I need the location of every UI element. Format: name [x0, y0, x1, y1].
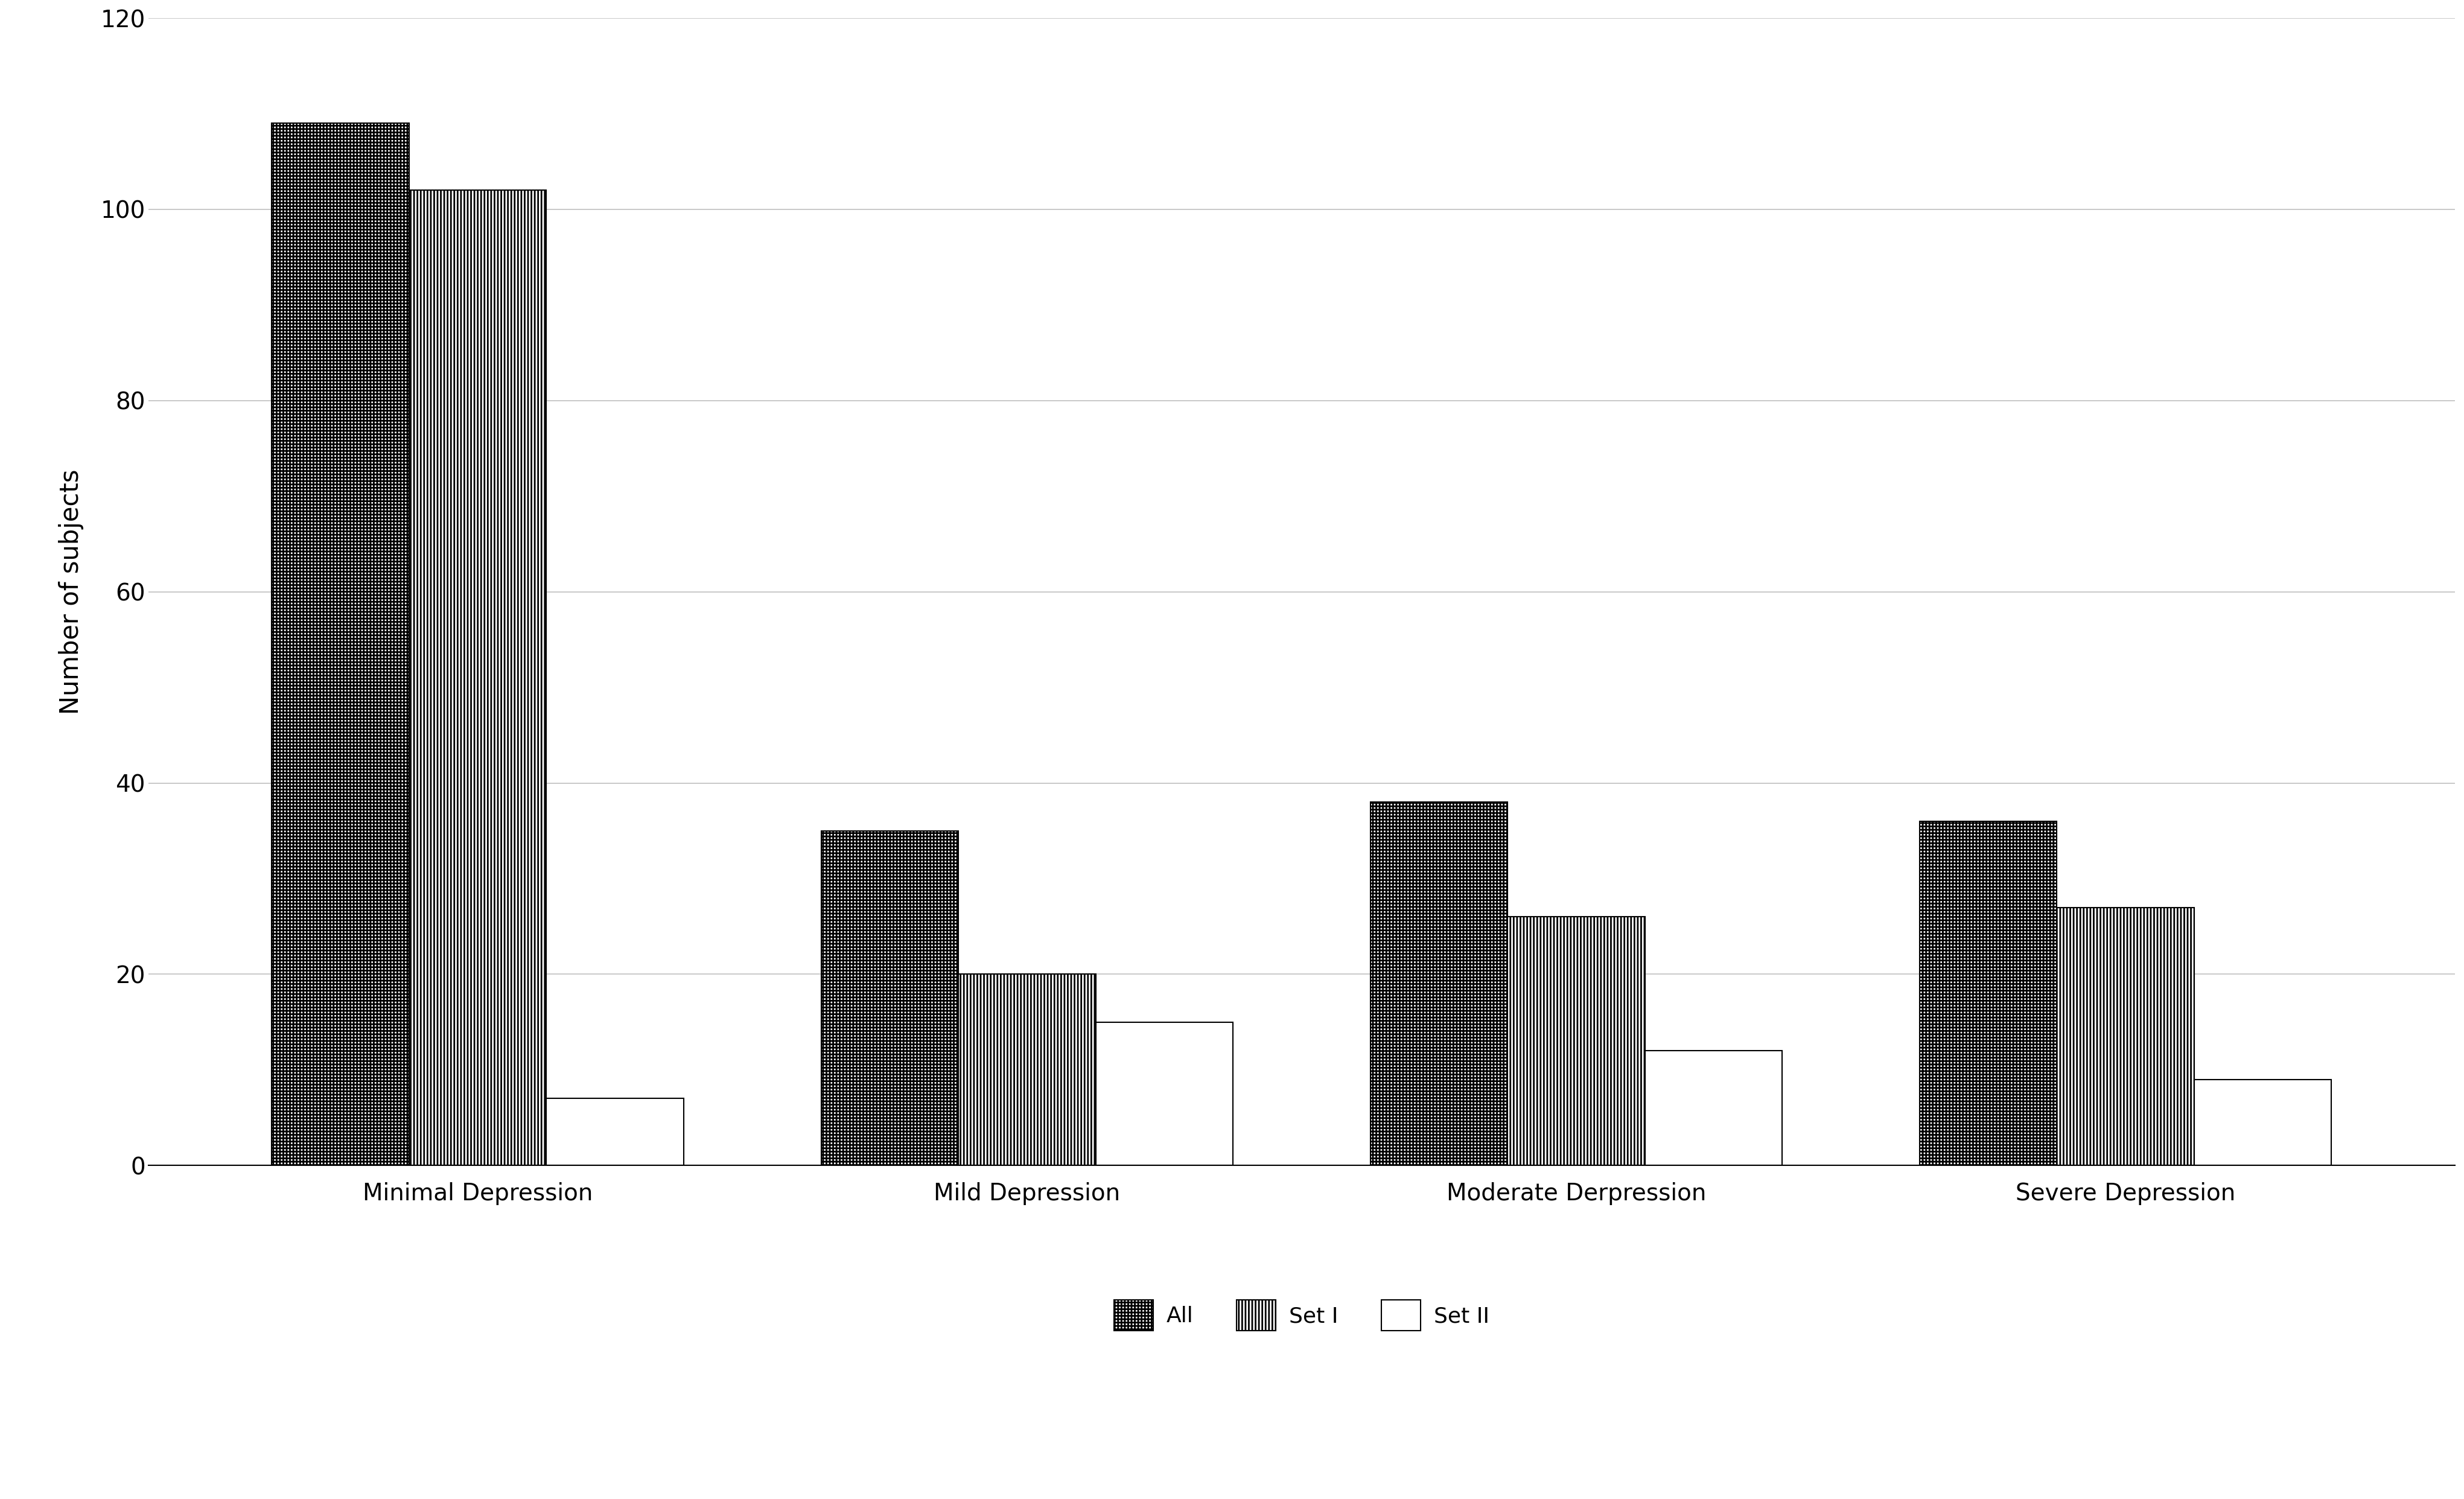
- Bar: [2057, 907, 2193, 1165]
- Bar: [1370, 802, 1508, 1165]
- Y-axis label: Number of subjects: Number of subjects: [59, 469, 84, 715]
- Bar: [958, 974, 1096, 1165]
- Bar: [1919, 821, 2057, 1165]
- Bar: [271, 123, 409, 1165]
- Bar: [1508, 917, 1646, 1165]
- Bar: [821, 830, 958, 1165]
- Bar: [1646, 1051, 1781, 1165]
- Bar: [1096, 1022, 1232, 1165]
- Bar: [2193, 1079, 2331, 1165]
- Bar: [547, 1099, 683, 1165]
- Legend: All, Set I, Set II: All, Set I, Set II: [1104, 1291, 1498, 1340]
- Bar: [409, 190, 547, 1165]
